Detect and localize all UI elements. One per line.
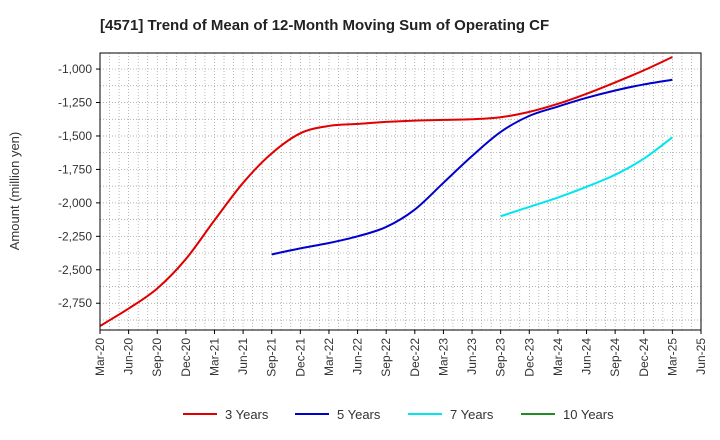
x-tick-label: Mar-20 [93,338,107,376]
legend-label-3-years: 3 Years [225,407,269,422]
y-tick-label: -1,500 [58,129,92,143]
legend-label-5-years: 5 Years [337,407,381,422]
x-tick-label: Mar-25 [665,338,679,376]
x-tick-label: Sep-21 [265,338,279,377]
legend-label-10-years: 10 Years [563,407,614,422]
x-tick-label: Jun-25 [694,338,708,375]
y-tick-label: -1,250 [58,96,92,110]
y-tick-label: -1,000 [58,62,92,76]
x-tick-label: Mar-23 [436,338,450,376]
series-line-3-years [99,56,673,327]
series-line-7-years [500,136,673,218]
x-tick-label: Jun-21 [236,338,250,375]
x-tick-label: Sep-23 [494,338,508,377]
x-tick-label: Dec-23 [522,338,536,377]
x-tick-label: Sep-24 [608,338,622,377]
x-tick-label: Dec-20 [179,338,193,377]
series-line-5-years [271,78,673,256]
x-tick-label: Jun-23 [465,338,479,375]
x-tick-label: Jun-22 [351,338,365,375]
x-tick-label: Jun-24 [580,338,594,375]
x-tick-label: Dec-24 [637,338,651,377]
x-tick-label: Dec-22 [408,338,422,377]
y-tick-label: -2,500 [58,263,92,277]
y-tick-label: -2,750 [58,296,92,310]
y-tick-label: -2,250 [58,229,92,243]
x-tick-label: Mar-22 [322,338,336,376]
x-tick-label: Sep-20 [150,338,164,377]
y-axis-label: Amount (million yen) [7,132,22,251]
x-tick-label: Sep-22 [379,338,393,377]
x-tick-label: Dec-21 [293,338,307,377]
x-tick-label: Mar-21 [207,338,221,376]
x-tick-label: Mar-24 [551,338,565,376]
y-tick-label: -1,750 [58,162,92,176]
chart-title: [4571] Trend of Mean of 12-Month Moving … [100,17,549,34]
x-tick-label: Jun-20 [122,338,136,375]
y-tick-label: -2,000 [58,196,92,210]
plot-border [99,52,702,331]
legend-label-7-years: 7 Years [450,407,494,422]
